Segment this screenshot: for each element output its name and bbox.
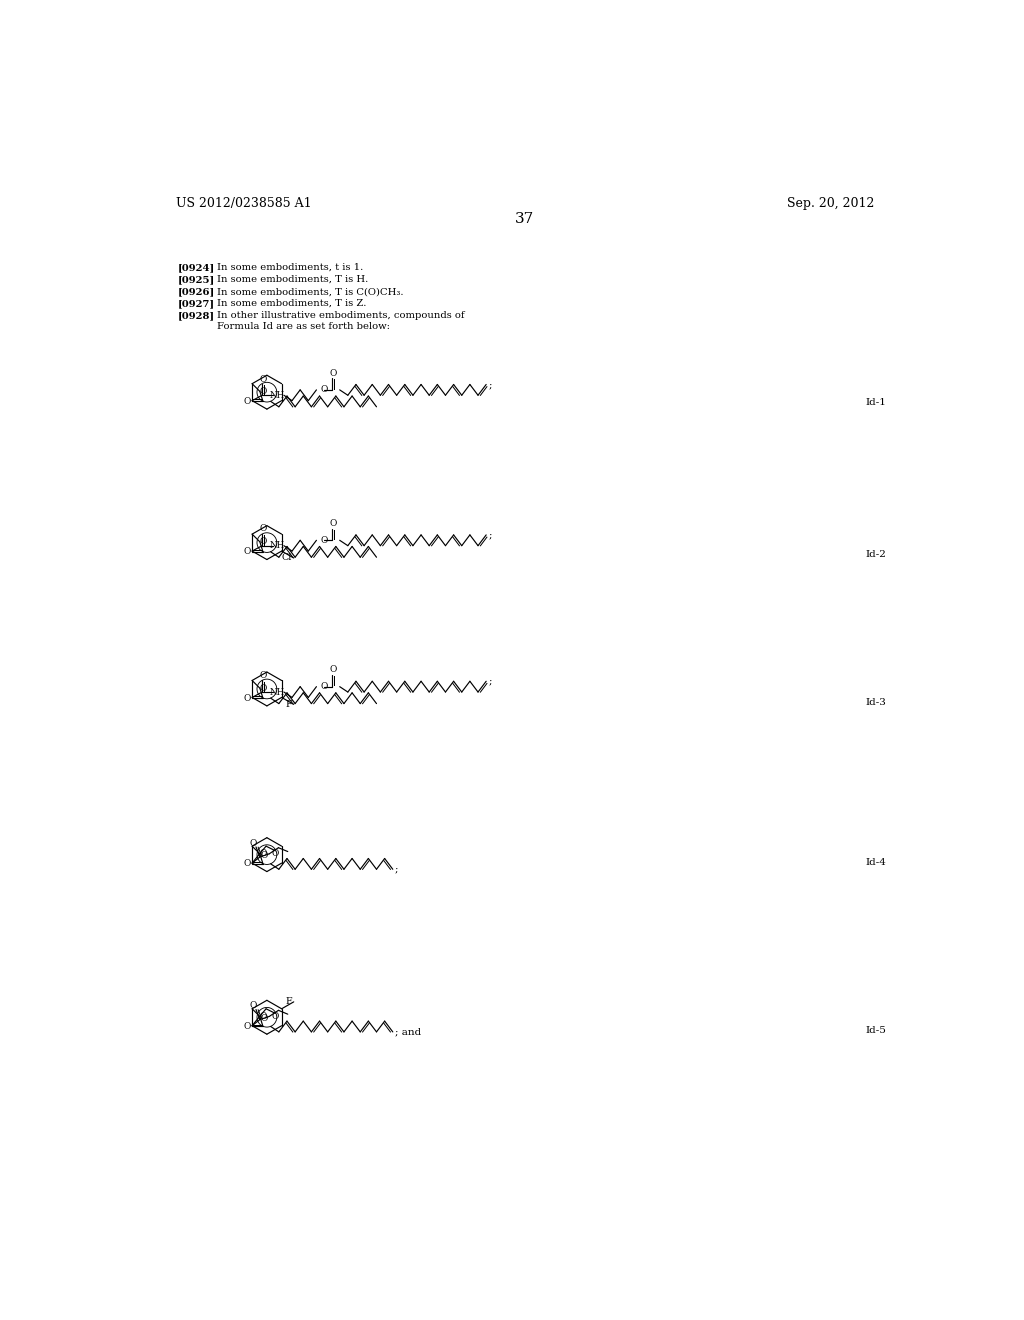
Text: O: O	[330, 665, 337, 675]
Text: O: O	[271, 1012, 279, 1020]
Text: NH: NH	[270, 391, 286, 400]
Text: O: O	[243, 694, 251, 702]
Text: O: O	[250, 838, 257, 847]
Text: ; and: ; and	[395, 1027, 421, 1036]
Text: O: O	[321, 536, 328, 545]
Text: O: O	[243, 859, 251, 869]
Text: In some embodiments, t is 1.: In some embodiments, t is 1.	[217, 263, 364, 272]
Text: O: O	[259, 1012, 266, 1020]
Text: O: O	[330, 519, 337, 528]
Text: 37: 37	[515, 213, 535, 226]
Text: O: O	[259, 387, 266, 396]
Text: In some embodiments, T is C(O)CH₃.: In some embodiments, T is C(O)CH₃.	[217, 286, 403, 296]
Text: Id-2: Id-2	[865, 550, 886, 560]
Text: US 2012/0238585 A1: US 2012/0238585 A1	[176, 197, 311, 210]
Text: [0927]: [0927]	[178, 300, 215, 308]
Text: ;: ;	[488, 380, 492, 389]
Text: Formula Id are as set forth below:: Formula Id are as set forth below:	[217, 322, 390, 331]
Text: Id-3: Id-3	[865, 698, 886, 706]
Text: O: O	[259, 375, 266, 384]
Text: O: O	[271, 849, 279, 858]
Text: [0926]: [0926]	[178, 286, 215, 296]
Text: NH: NH	[270, 688, 286, 697]
Text: O: O	[259, 524, 266, 533]
Text: Cl: Cl	[282, 553, 292, 562]
Text: Id-5: Id-5	[865, 1026, 886, 1035]
Text: In some embodiments, T is Z.: In some embodiments, T is Z.	[217, 300, 367, 308]
Text: [0925]: [0925]	[178, 275, 215, 284]
Text: O: O	[259, 537, 266, 546]
Text: Id-4: Id-4	[865, 858, 886, 867]
Text: O: O	[243, 397, 251, 407]
Text: O: O	[321, 682, 328, 692]
Text: O: O	[243, 548, 251, 556]
Text: O: O	[259, 849, 266, 858]
Text: Sep. 20, 2012: Sep. 20, 2012	[786, 197, 873, 210]
Text: In some embodiments, T is H.: In some embodiments, T is H.	[217, 275, 369, 284]
Text: O: O	[259, 684, 266, 693]
Text: [0924]: [0924]	[178, 263, 215, 272]
Text: O: O	[330, 370, 337, 379]
Text: O: O	[261, 851, 268, 859]
Text: ;: ;	[488, 677, 492, 686]
Text: [0928]: [0928]	[178, 312, 215, 319]
Text: O: O	[261, 1014, 268, 1023]
Text: NH: NH	[270, 541, 286, 550]
Text: O: O	[250, 1001, 257, 1010]
Text: F: F	[286, 998, 292, 1006]
Text: O: O	[259, 671, 266, 680]
Text: ;: ;	[395, 865, 398, 874]
Text: O: O	[321, 385, 328, 395]
Text: O: O	[243, 1022, 251, 1031]
Text: In other illustrative embodiments, compounds of: In other illustrative embodiments, compo…	[217, 312, 465, 319]
Text: F: F	[286, 700, 292, 709]
Text: ;: ;	[488, 531, 492, 540]
Text: Id-1: Id-1	[865, 397, 886, 407]
